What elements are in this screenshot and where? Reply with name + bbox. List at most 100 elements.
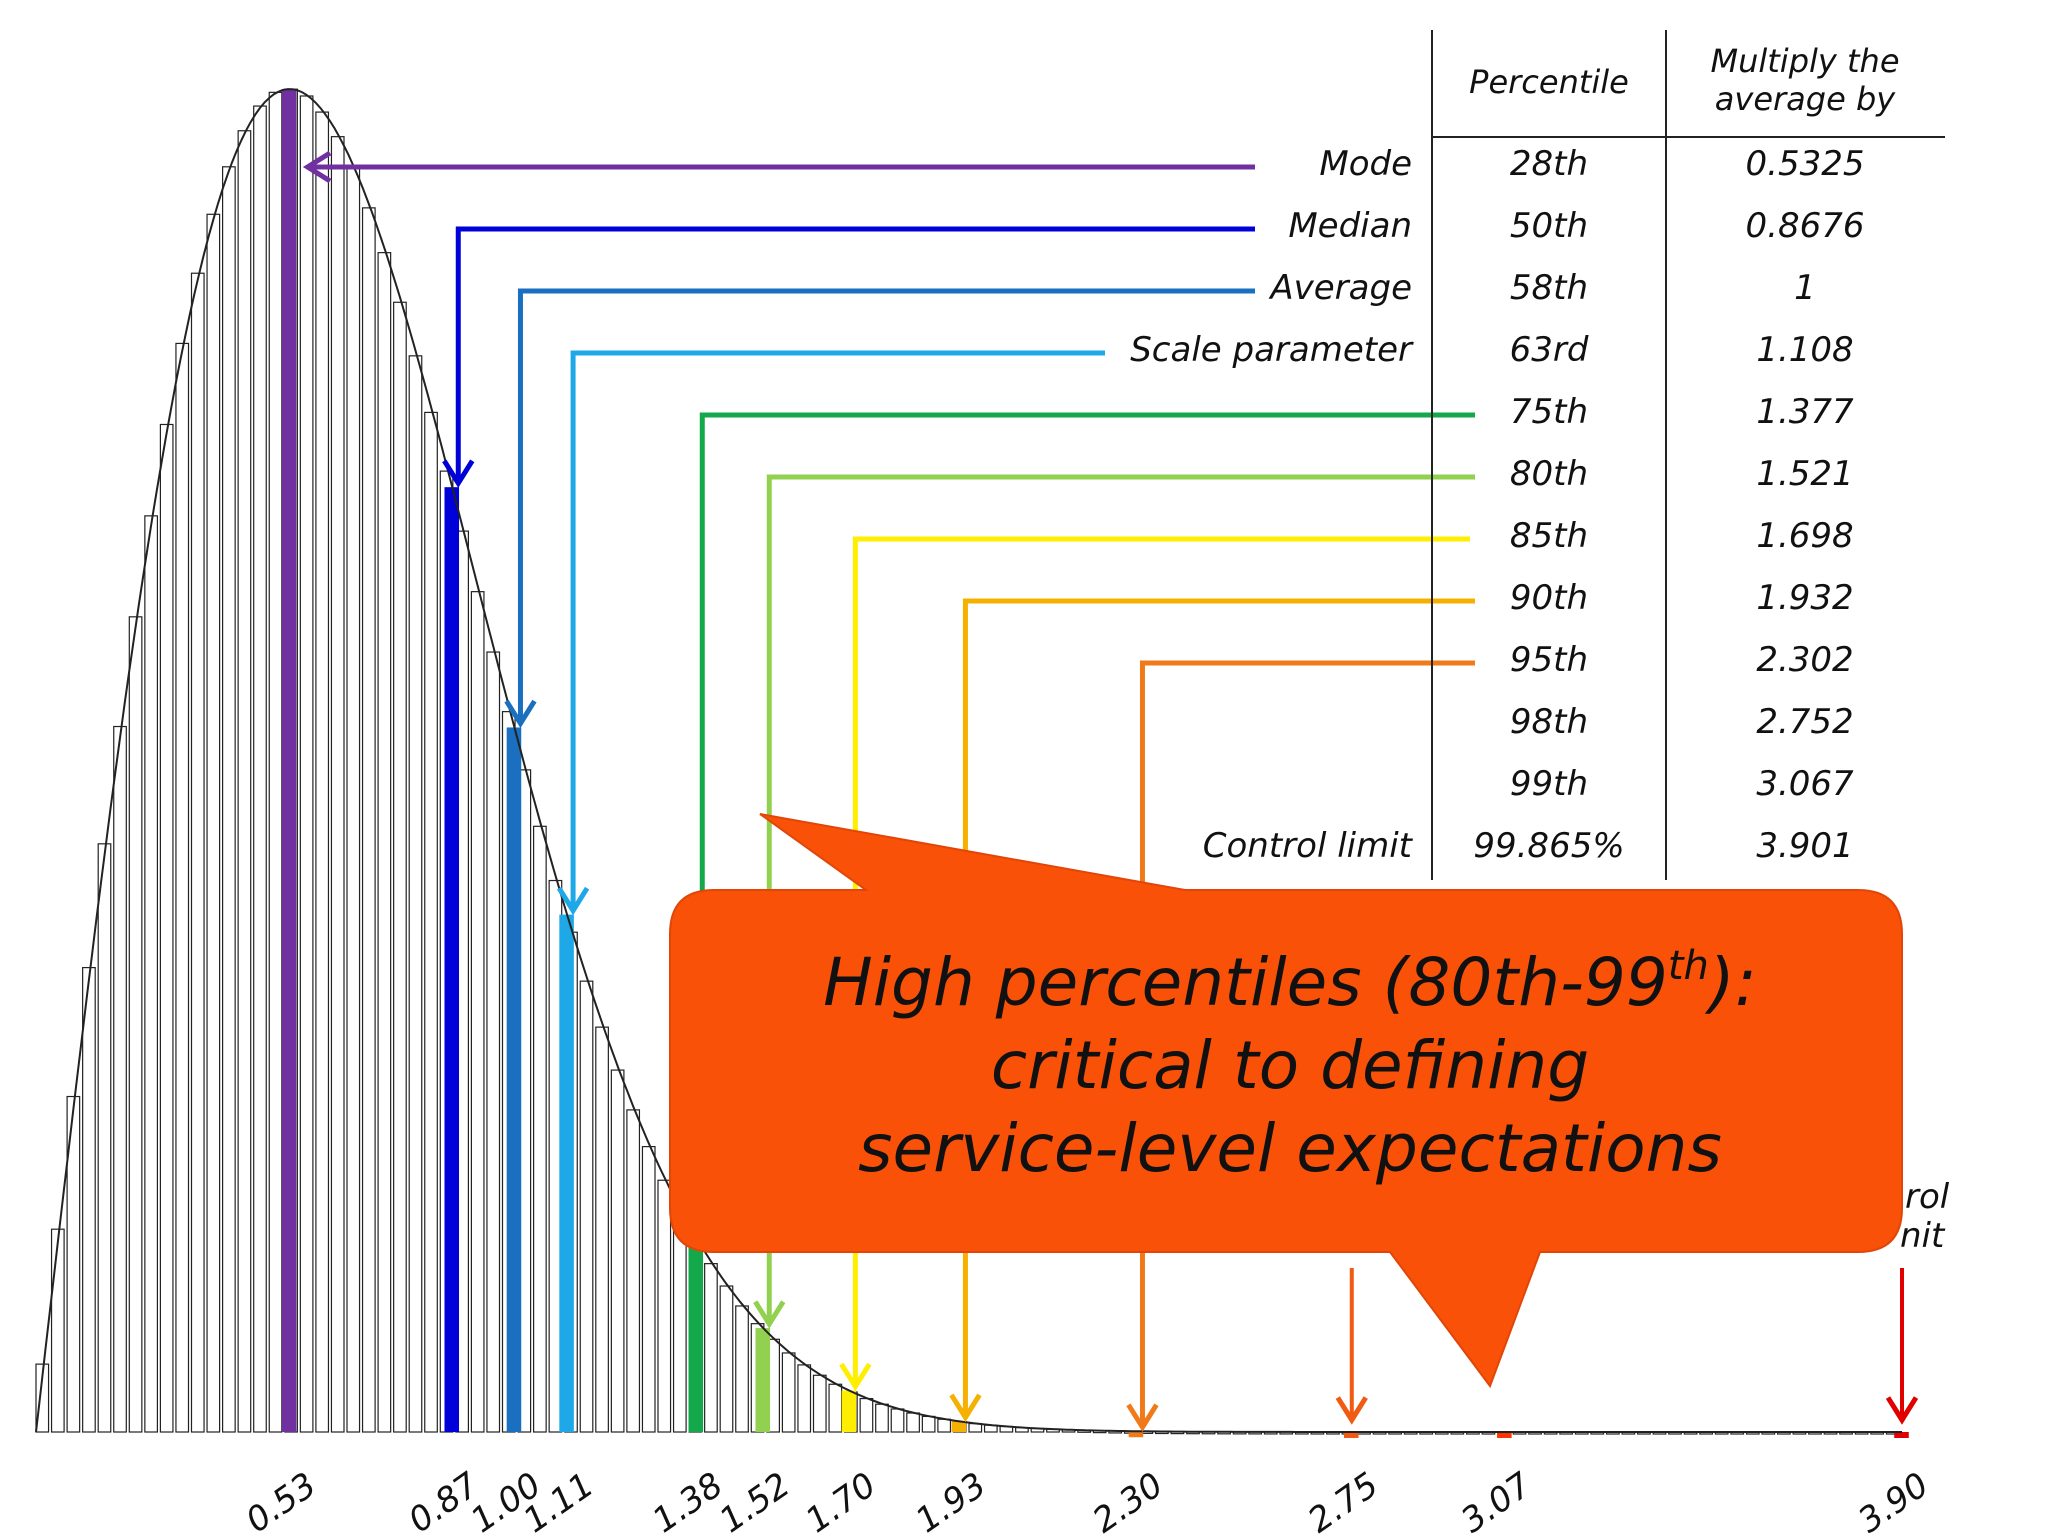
control-label-line2: nit [1900,1216,1946,1256]
x-tick-label: 1.38 [645,1465,730,1536]
leader-arrowhead [1126,1403,1159,1432]
histogram-bar [190,272,205,1433]
histogram-bar [797,1364,812,1433]
histogram-bar [175,342,190,1433]
callout-line1: High percentiles (80th-99th): [823,943,1757,1021]
highlight-bar [841,1390,857,1432]
table-row-multiplier: 3.901 [1756,826,1853,866]
table-row-percentile: 99.865% [1473,826,1624,866]
histogram-bar [937,1418,952,1433]
leader-arrowhead [504,699,537,729]
histogram-bar [393,301,407,1433]
table-row-percentile: 98th [1510,702,1588,742]
table-row-label: Scale parameter [1130,330,1414,370]
table-row-percentile: 75th [1510,392,1588,432]
histogram-bar [812,1374,827,1433]
histogram-bar [532,825,547,1433]
histogram-bar [890,1408,905,1433]
histogram-bar [906,1412,920,1433]
histogram-bar [424,411,438,1433]
histogram-bar [50,1228,65,1433]
table-header-multiplier: Multiply the average by [1710,42,1899,118]
x-tick-label: 2.75 [1301,1465,1386,1536]
table-row-label: Control limit [1203,826,1414,866]
table-row-label: Median [1288,206,1412,246]
histogram-bar [315,111,330,1433]
histogram-bar [719,1285,734,1433]
table-row-multiplier: 1.932 [1756,578,1853,618]
histogram-bar [128,616,143,1433]
histogram-bar [626,1109,641,1433]
x-tick-label: 3.90 [1851,1465,1936,1536]
highlight-bar [688,1237,704,1432]
histogram-bar [253,105,267,1433]
histogram-bar [361,207,376,1433]
leader-arrowhead [1335,1396,1368,1425]
table-row-multiplier: 0.5325 [1746,144,1865,184]
histogram-bar [268,91,283,1433]
callout-bubble: High percentiles (80th-99th): critical t… [669,813,1903,1389]
histogram-bar [299,95,314,1433]
table-row-percentile: 99th [1510,764,1588,804]
highlight-bar [1894,1432,1909,1438]
histogram-bar [159,423,174,1433]
histogram-bar [408,355,423,1433]
table-row-multiplier: 2.752 [1756,702,1853,742]
leader-arrowhead [949,1393,982,1423]
histogram-bar [377,252,392,1433]
distribution-curve [35,88,1902,1433]
leader-arrowhead [1885,1396,1919,1425]
histogram-bar [610,1069,625,1433]
table-row-percentile: 58th [1510,268,1588,308]
histogram-bar [595,1026,609,1433]
histogram-bar [470,591,485,1433]
table-row-label: Average [1268,268,1412,308]
highlight-bar [444,487,460,1432]
histogram-bar [859,1397,874,1433]
table-row-percentile: 28th [1510,144,1588,184]
histogram-bar [641,1146,656,1433]
histogram-bar [330,136,345,1433]
table-header-percentile: Percentile [1469,63,1629,101]
highlight-bar [559,914,574,1432]
highlight-bar [951,1421,967,1432]
table-row-percentile: 63rd [1510,330,1589,370]
histogram-bar [579,980,594,1433]
histogram-bar [735,1305,749,1433]
histogram-bar [237,130,252,1433]
percentile-table: Percentile Multiply the average by Mode 28… [1130,30,1945,880]
histogram-bar [206,213,221,1433]
x-tick-label: 0.53 [239,1465,324,1536]
histogram-bar [35,1363,50,1433]
table-row-percentile: 80th [1510,454,1588,494]
leader-line [570,350,1105,909]
x-tick-label: 1.52 [712,1465,797,1536]
table-row-multiplier: 1.521 [1756,454,1853,494]
x-tick-label: 1.93 [909,1465,994,1536]
histogram-bar [704,1263,718,1433]
highlight-bar [1497,1432,1512,1438]
leader-line [455,226,1255,482]
highlight-bar [506,727,522,1432]
table-row-multiplier: 1 [1794,268,1816,308]
x-tick-label: 3.07 [1454,1465,1539,1536]
leader-arrowhead [839,1362,872,1392]
highlight-bar [1343,1431,1359,1438]
x-tick-label: 2.30 [1086,1465,1171,1536]
table-row-label: Mode [1319,144,1412,184]
histogram-bar [113,725,127,1433]
histogram-bar [781,1352,796,1433]
leader-line [517,288,1255,722]
histogram-bar [66,1095,81,1433]
table-row-multiplier: 1.698 [1756,516,1853,556]
x-tick-label: 1.70 [799,1465,884,1536]
control-label-line1: rol [1905,1177,1950,1217]
callout-shape [669,813,1903,1389]
highlight-bar [281,89,297,1432]
callout-line2: critical to defining [991,1027,1589,1104]
histogram-bar [82,966,96,1433]
highlight-bar [1128,1431,1144,1438]
histogram-bar [97,843,112,1433]
callout-line3: service-level expectations [858,1110,1722,1187]
